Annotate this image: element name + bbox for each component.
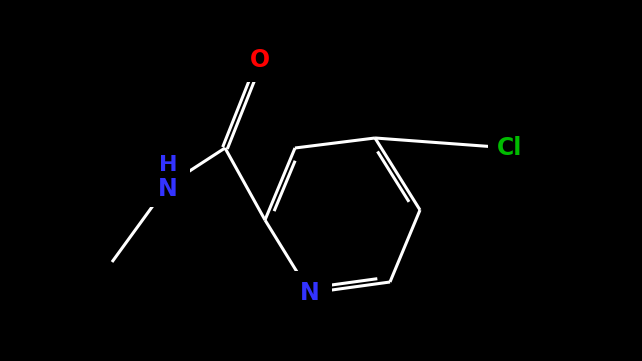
Text: Cl: Cl <box>498 136 523 160</box>
Text: O: O <box>250 48 270 72</box>
Bar <box>146 163 190 207</box>
Bar <box>238 38 282 82</box>
Text: N: N <box>158 177 178 201</box>
Text: H: H <box>159 155 177 175</box>
Bar <box>288 271 332 315</box>
Bar <box>488 126 532 170</box>
Text: N: N <box>300 281 320 305</box>
